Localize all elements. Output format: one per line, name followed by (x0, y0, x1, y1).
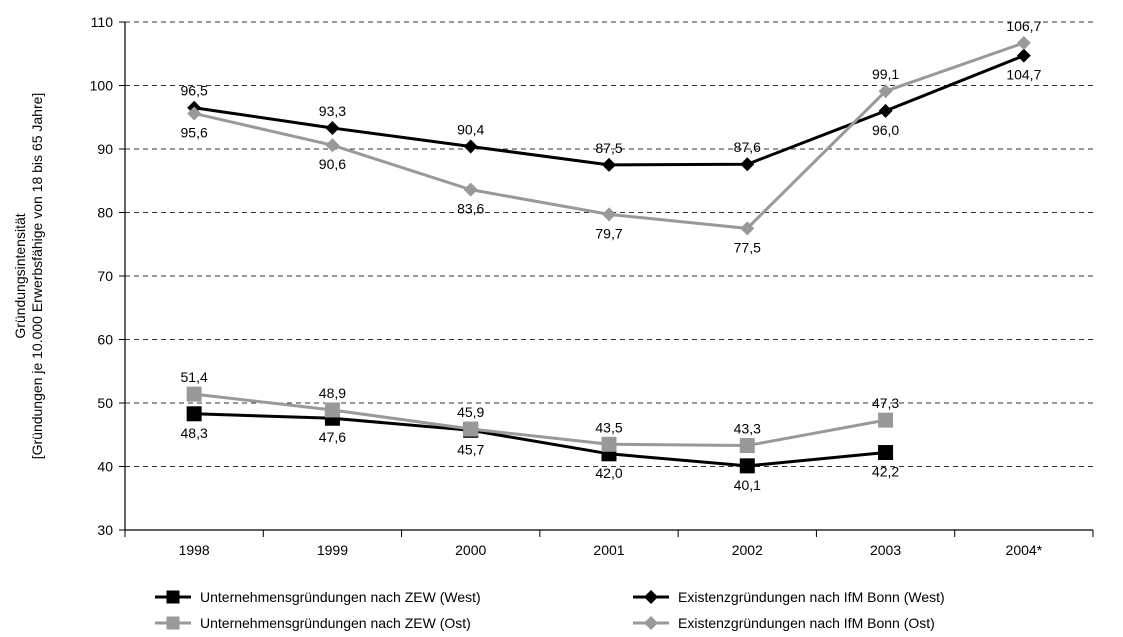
legend-label: Existenzgründungen nach IfM Bonn (West) (678, 589, 945, 605)
data-label: 96,0 (872, 122, 899, 138)
data-label: 99,1 (872, 66, 899, 82)
y-tick-label: 40 (97, 459, 113, 475)
y-tick-label: 80 (97, 205, 113, 221)
legend: Unternehmensgründungen nach ZEW (West) Un… (155, 589, 945, 631)
data-label: 90,4 (457, 121, 484, 137)
diamond-marker (740, 157, 755, 172)
data-labels: 48,3 51,4 96,5 95,6 47,6 48,9 93,3 90,6 45,7 45,9… (181, 18, 1042, 493)
square-marker (878, 412, 894, 428)
square-marker (186, 406, 202, 422)
data-label: 42,2 (872, 464, 899, 480)
data-label: 51,4 (181, 369, 208, 385)
data-label: 96,5 (181, 83, 208, 99)
y-tick-label: 70 (97, 268, 113, 284)
square-marker (186, 386, 202, 402)
x-tick-labels: 1998 1999 2000 2001 2002 2003 2004* (179, 542, 1043, 558)
data-label: 47,6 (319, 429, 346, 445)
x-tick-label: 2004* (1006, 542, 1043, 558)
x-tick-label: 2001 (593, 542, 624, 558)
x-tick-label: 2003 (870, 542, 901, 558)
legend-item-4: Existenzgründungen nach IfM Bonn (Ost) (633, 615, 935, 631)
data-label: 40,1 (734, 477, 761, 493)
y-tick-labels: 30 40 50 60 70 80 90 100 110 (90, 14, 114, 538)
legend-item-3: Existenzgründungen nach IfM Bonn (West) (633, 589, 945, 605)
series-line (194, 412, 886, 468)
series-1 (186, 406, 894, 474)
diamond-marker (644, 616, 658, 630)
series-line (193, 392, 886, 448)
y-tick-label: 60 (97, 332, 113, 348)
x-tick-label: 1998 (179, 542, 210, 558)
data-label: 48,3 (181, 425, 208, 441)
gridlines (125, 21, 1093, 467)
data-label: 45,7 (457, 441, 484, 457)
data-label: 48,9 (319, 385, 346, 401)
y-tick-label: 110 (91, 14, 114, 30)
data-label: 87,6 (734, 139, 761, 155)
data-label: 79,7 (595, 225, 622, 241)
data-label: 106,7 (1006, 18, 1041, 34)
data-label: 87,5 (595, 140, 622, 156)
y-axis-subtitle: [Gründungen je 10.000 Erwerbsfähige von … (29, 93, 45, 460)
square-marker (166, 616, 180, 630)
data-label: 95,6 (181, 124, 208, 140)
data-label: 42,0 (595, 465, 622, 481)
y-tick-label: 90 (97, 141, 113, 157)
diamond-marker (740, 221, 755, 236)
series-3 (187, 48, 1031, 172)
x-tick-label: 2002 (732, 542, 763, 558)
data-label: 104,7 (1006, 67, 1041, 83)
legend-item-1: Unternehmensgründungen nach ZEW (West) (155, 589, 481, 605)
diamond-marker (602, 207, 616, 222)
y-tick-label: 50 (97, 395, 113, 411)
series-line (193, 41, 1025, 230)
series-2 (186, 386, 894, 454)
x-tick-label: 2000 (455, 542, 486, 558)
diamond-marker (325, 138, 340, 153)
diamond-marker (325, 121, 340, 136)
data-label: 77,5 (734, 239, 761, 255)
diamond-marker (1016, 48, 1031, 63)
diamond-marker (644, 590, 658, 604)
data-label: 90,6 (319, 156, 346, 172)
diamond-marker (1016, 35, 1031, 50)
data-label: 47,3 (872, 395, 899, 411)
diamond-marker (463, 139, 478, 154)
legend-label: Existenzgründungen nach IfM Bonn (Ost) (678, 615, 935, 631)
square-marker (166, 590, 180, 604)
square-marker (463, 421, 479, 437)
data-label: 45,9 (457, 404, 484, 420)
data-label: 43,3 (734, 421, 761, 437)
y-tick-label: 30 (97, 522, 113, 538)
diamond-marker (878, 103, 893, 118)
diamond-marker (463, 182, 478, 197)
legend-item-2: Unternehmensgründungen nach ZEW (Ost) (155, 615, 471, 631)
square-marker (878, 445, 894, 461)
square-marker (324, 402, 340, 418)
diamond-marker (187, 106, 202, 121)
series-group (186, 35, 1031, 474)
diamond-marker (878, 84, 893, 99)
y-tick-label: 100 (90, 78, 114, 94)
legend-label: Unternehmensgründungen nach ZEW (Ost) (200, 615, 471, 631)
y-axis-title: Gründungsintensität (12, 213, 28, 338)
data-label: 93,3 (319, 103, 346, 119)
x-tick-label: 1999 (317, 542, 348, 558)
square-marker (739, 438, 755, 454)
series-4 (187, 35, 1031, 236)
diamond-marker (602, 157, 616, 172)
data-label: 43,5 (595, 419, 622, 435)
square-marker (739, 458, 755, 474)
axes (119, 21, 1094, 537)
legend-label: Unternehmensgründungen nach ZEW (West) (200, 589, 481, 605)
data-label: 83,6 (457, 201, 484, 217)
square-marker (601, 436, 617, 452)
